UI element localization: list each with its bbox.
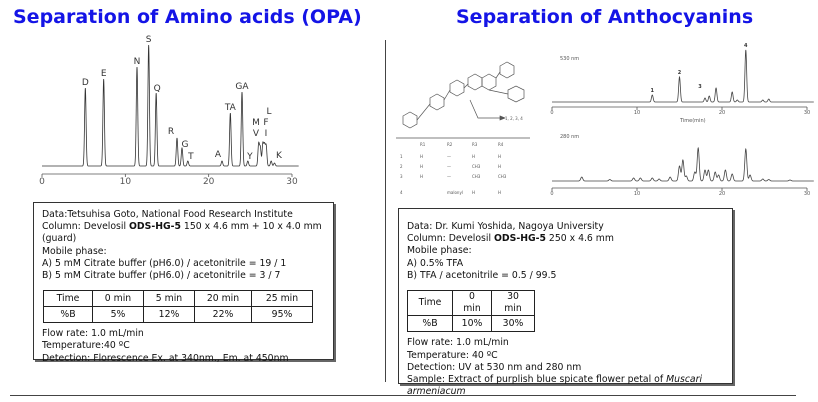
structure-cell: — bbox=[447, 154, 451, 159]
structure-cell: H bbox=[420, 154, 423, 159]
x-tick-label: 10 bbox=[634, 191, 640, 197]
data-source: Data: Dr. Kumi Yoshida, Nagoya Universit… bbox=[407, 221, 604, 232]
detection: Detection: Florescence Ex. at 340nm., Em… bbox=[42, 352, 289, 364]
peak-label: D bbox=[82, 78, 89, 88]
x-tick-label: 10 bbox=[120, 177, 132, 187]
x-tick-label: 0 bbox=[550, 110, 553, 116]
anthocyanin-280nm-chromatogram: 0 10 20 30 280 nm bbox=[550, 134, 814, 197]
chromatogram-trace bbox=[552, 146, 814, 182]
amino-acid-conditions: Data:Tetsuhisa Goto, National Food Resea… bbox=[33, 202, 334, 364]
peak-label: K bbox=[276, 151, 283, 161]
peak-label: 1 bbox=[651, 88, 655, 94]
column-info: Column: Develosil ODS-HG-5 150 x 4.6 mm … bbox=[42, 221, 322, 245]
x-tick-label: 30 bbox=[286, 177, 298, 187]
column-info: Column: Develosil ODS-HG-5 250 x 4.6 mm bbox=[407, 233, 614, 245]
peak-label: Y bbox=[246, 152, 253, 162]
x-tick-label: 0 bbox=[39, 177, 45, 187]
structure-table-header: R4 bbox=[498, 142, 504, 147]
gradient-table: Time 0 min 30 min %B 10% 30% bbox=[407, 290, 535, 333]
x-tick-label: 30 bbox=[804, 191, 810, 197]
mobile-phase-label: Mobile phase: bbox=[42, 245, 107, 257]
peak-label: G bbox=[182, 140, 189, 150]
x-tick-label: 10 bbox=[634, 110, 640, 116]
structure-row-number: 3 bbox=[400, 174, 403, 179]
peak-label: M bbox=[252, 118, 260, 128]
data-source: Data:Tetsuhisa Goto, National Food Resea… bbox=[42, 209, 293, 220]
structure-cell: H bbox=[420, 164, 423, 169]
mobile-phase-b: B) 5 mM Citrate buffer (pH6.0) / acetoni… bbox=[42, 270, 281, 282]
peak-label: V bbox=[253, 129, 260, 139]
mobile-phase-a: A) 0.5% TFA bbox=[407, 257, 464, 269]
sample: Sample: Extract of purplish blue spicate… bbox=[407, 374, 703, 398]
peak-label: Q bbox=[154, 84, 161, 94]
gradient-table: Time 0 min 5 min 20 min 25 min %B 5% 12% 22% 95% bbox=[43, 290, 313, 324]
structure-cell: H bbox=[498, 154, 501, 159]
peak-label: TA bbox=[224, 103, 237, 113]
anthocyanin-structure bbox=[396, 61, 530, 139]
chromatogram-trace bbox=[42, 44, 299, 167]
x-tick-label: 30 bbox=[804, 110, 810, 116]
peak-label: T bbox=[187, 152, 194, 162]
mobile-phase-label: Mobile phase: bbox=[407, 245, 472, 257]
peak-label: E bbox=[101, 69, 107, 79]
x-tick-label: 20 bbox=[203, 177, 215, 187]
flow-rate: Flow rate: 1.0 mL/min bbox=[407, 337, 509, 349]
chart-title: 280 nm bbox=[560, 134, 579, 140]
vertical-divider bbox=[385, 40, 386, 382]
temperature: Temperature: 40 ºC bbox=[407, 349, 498, 361]
structure-cell: H bbox=[498, 164, 501, 169]
structure-cell: — bbox=[447, 174, 451, 179]
peak-label: 4 bbox=[744, 43, 748, 49]
chromatogram-trace bbox=[552, 49, 814, 103]
mobile-phase-a: A) 5 mM Citrate buffer (pH6.0) / acetoni… bbox=[42, 257, 287, 269]
peak-label: 2 bbox=[678, 70, 682, 76]
x-tick-label: 20 bbox=[719, 110, 725, 116]
structure-cell: H bbox=[472, 190, 475, 195]
peak-label: S bbox=[146, 35, 152, 45]
peak-label: F bbox=[263, 118, 268, 128]
peak-label: R bbox=[168, 127, 174, 137]
structure-table-header: R3 bbox=[472, 142, 478, 147]
x-tick-label: 20 bbox=[719, 191, 725, 197]
structure-cell: H bbox=[420, 174, 423, 179]
structure-row-number: 4 bbox=[400, 190, 403, 195]
title-anthocyanins: Separation of Anthocyanins bbox=[456, 6, 754, 28]
mobile-phase-b: B) TFA / acetonitrile = 0.5 / 99.5 bbox=[407, 269, 557, 281]
peak-label: L bbox=[266, 107, 271, 117]
structure-table-header: R1 bbox=[420, 142, 426, 147]
peak-label: I bbox=[265, 129, 268, 139]
title-amino-acids: Separation of Amino acids (OPA) bbox=[13, 6, 362, 28]
structure-cell: H bbox=[472, 154, 475, 159]
horizontal-divider bbox=[10, 395, 796, 396]
flow-rate: Flow rate: 1.0 mL/min bbox=[42, 328, 144, 340]
structure-row-number: 2 bbox=[400, 164, 403, 169]
structure-cell: malonyl bbox=[447, 190, 463, 195]
structure-cell: — bbox=[447, 164, 451, 169]
structure-row-number: 1 bbox=[400, 154, 403, 159]
structure-cell: H bbox=[498, 190, 501, 195]
x-tick-label: 0 bbox=[550, 191, 553, 197]
structure-cell: CH3 bbox=[472, 174, 481, 179]
peak-label: N bbox=[134, 57, 141, 67]
structure-arrow-label: 1, 2, 3, 4 bbox=[505, 116, 523, 121]
anthocyanin-530nm-chromatogram: 0 10 20 30 530 nm Time(min) 1 2 3 4 bbox=[550, 43, 814, 124]
x-axis-label: Time(min) bbox=[679, 118, 706, 124]
structure-cell: CH3 bbox=[498, 174, 507, 179]
structure-table-header: R2 bbox=[447, 142, 453, 147]
temperature: Temperature:40 ºC bbox=[42, 340, 130, 352]
detection: Detection: UV at 530 nm and 280 nm bbox=[407, 361, 582, 373]
peak-label: A bbox=[215, 150, 222, 160]
structure-cell: CH3 bbox=[472, 164, 481, 169]
peak-label: GA bbox=[235, 82, 249, 92]
chart-title: 530 nm bbox=[560, 56, 579, 62]
anthocyanin-conditions: Data: Dr. Kumi Yoshida, Nagoya Universit… bbox=[398, 208, 733, 397]
peak-label: 3 bbox=[698, 84, 702, 90]
